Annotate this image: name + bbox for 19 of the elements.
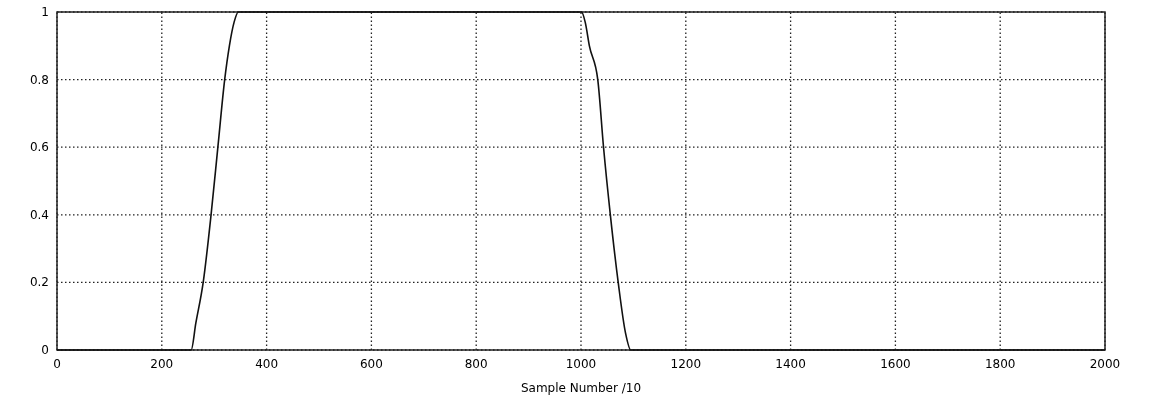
x-tick-label: 1200 [670,357,702,371]
x-tick-label: 400 [255,357,279,371]
y-tick-label: 1 [41,5,49,19]
x-tick-label: 600 [359,357,383,371]
x-tick-label: 1000 [565,357,597,371]
x-tick-label: 0 [53,357,61,371]
x-tick-label: 2000 [1089,357,1121,371]
y-tick-label: 0.2 [29,275,49,290]
x-tick-label: 200 [150,357,174,371]
line-series [56,11,1106,351]
y-tick-label: 0.6 [29,140,49,155]
x-tick-label: 1600 [880,357,911,371]
y-tick-label: 0 [41,343,49,357]
x-axis-title: Sample Number /10 [520,381,642,395]
y-tick-label: 0.4 [29,207,49,222]
y-tick-label: 0.8 [29,72,49,87]
x-tick-label: 1800 [984,357,1016,371]
x-tick-label: 1400 [775,357,806,371]
x-tick-label: 800 [464,357,488,371]
